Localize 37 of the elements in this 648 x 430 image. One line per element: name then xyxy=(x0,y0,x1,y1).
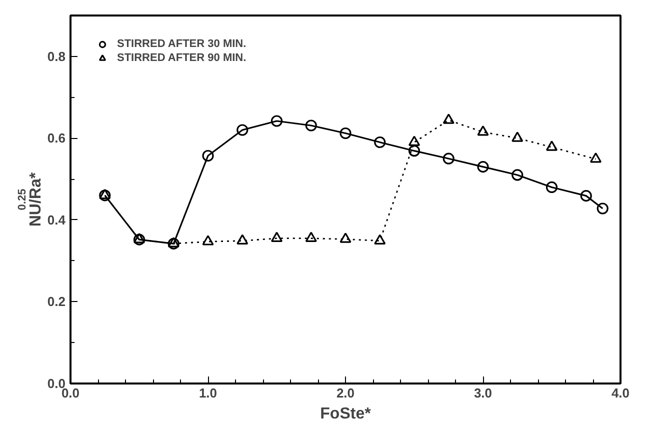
point xyxy=(270,232,283,242)
point xyxy=(202,150,214,162)
point xyxy=(408,145,420,157)
y-tick-label: 0.2 xyxy=(47,294,66,310)
point xyxy=(202,235,214,246)
point xyxy=(442,114,454,124)
x-tick-label: 1.0 xyxy=(198,386,218,400)
point xyxy=(442,152,454,164)
point xyxy=(374,136,386,148)
point xyxy=(305,232,317,242)
y-tick-label: 0.8 xyxy=(47,48,66,64)
legend-label: STIRRED AFTER 90 MIN. xyxy=(117,51,246,65)
point xyxy=(236,234,248,244)
point xyxy=(596,202,608,214)
x-tick-label: 3.0 xyxy=(474,386,492,400)
point xyxy=(477,161,489,173)
x-tick-label: 2.0 xyxy=(336,386,355,400)
point xyxy=(374,234,386,244)
point xyxy=(546,140,558,151)
point xyxy=(590,152,602,163)
y-tick-label: 0.6 xyxy=(47,130,66,146)
point xyxy=(340,232,352,243)
point xyxy=(512,132,524,142)
legend-label: STIRRED AFTER 30 MIN. xyxy=(117,37,246,51)
point xyxy=(546,181,558,194)
point xyxy=(580,190,592,202)
point xyxy=(270,115,283,127)
y-tick-label: 0.4 xyxy=(47,212,66,228)
point xyxy=(408,136,420,146)
x-axis-title: FoSte* xyxy=(320,406,372,422)
point xyxy=(236,124,248,136)
point xyxy=(477,125,489,136)
point xyxy=(512,169,524,181)
point xyxy=(305,120,317,132)
y-axis-title: NU/Ra*0.25 xyxy=(16,172,44,227)
x-tick-label: 4.0 xyxy=(611,386,630,400)
point xyxy=(340,127,352,140)
